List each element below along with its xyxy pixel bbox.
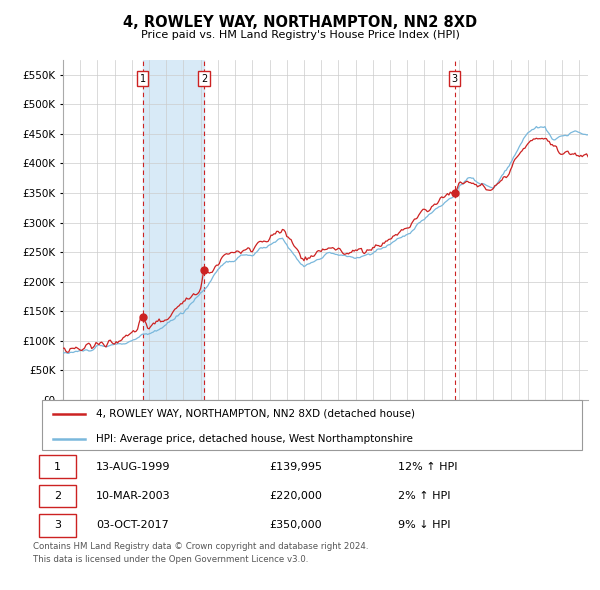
FancyBboxPatch shape <box>40 455 76 478</box>
Text: 1: 1 <box>139 74 146 84</box>
Text: HPI: Average price, detached house, West Northamptonshire: HPI: Average price, detached house, West… <box>96 434 413 444</box>
Text: 3: 3 <box>452 74 458 84</box>
Text: 12% ↑ HPI: 12% ↑ HPI <box>398 461 458 471</box>
Bar <box>143 60 204 400</box>
Text: Contains HM Land Registry data © Crown copyright and database right 2024.: Contains HM Land Registry data © Crown c… <box>33 542 368 551</box>
Text: 4, ROWLEY WAY, NORTHAMPTON, NN2 8XD: 4, ROWLEY WAY, NORTHAMPTON, NN2 8XD <box>123 15 477 30</box>
Text: 03-OCT-2017: 03-OCT-2017 <box>96 520 169 530</box>
FancyBboxPatch shape <box>40 514 76 537</box>
Text: 4, ROWLEY WAY, NORTHAMPTON, NN2 8XD (detached house): 4, ROWLEY WAY, NORTHAMPTON, NN2 8XD (det… <box>96 409 415 419</box>
Text: 1: 1 <box>54 461 61 471</box>
FancyBboxPatch shape <box>40 484 76 507</box>
Text: 2: 2 <box>54 491 61 501</box>
Text: Price paid vs. HM Land Registry's House Price Index (HPI): Price paid vs. HM Land Registry's House … <box>140 30 460 40</box>
Text: 10-MAR-2003: 10-MAR-2003 <box>96 491 170 501</box>
Text: This data is licensed under the Open Government Licence v3.0.: This data is licensed under the Open Gov… <box>33 555 308 564</box>
Text: 2% ↑ HPI: 2% ↑ HPI <box>398 491 451 501</box>
Text: 3: 3 <box>54 520 61 530</box>
Text: 9% ↓ HPI: 9% ↓ HPI <box>398 520 451 530</box>
Text: 2: 2 <box>201 74 207 84</box>
Text: £350,000: £350,000 <box>269 520 322 530</box>
Text: 13-AUG-1999: 13-AUG-1999 <box>96 461 170 471</box>
FancyBboxPatch shape <box>42 400 582 450</box>
Text: £139,995: £139,995 <box>269 461 322 471</box>
Text: £220,000: £220,000 <box>269 491 322 501</box>
